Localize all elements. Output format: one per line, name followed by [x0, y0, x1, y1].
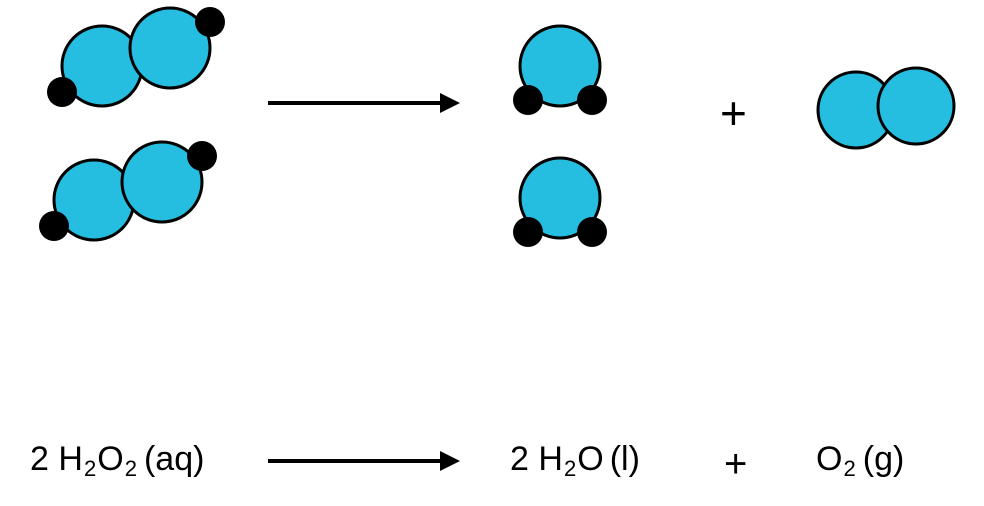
equation-lhs: 2 H 2 O 2 (aq)	[30, 440, 204, 479]
atom-H	[513, 217, 543, 247]
equation-rhs-1: 2 H 2 O (l)	[510, 440, 640, 479]
element-O: O	[577, 440, 603, 479]
reaction-arrow-top	[268, 93, 460, 113]
subscript: 2	[84, 456, 96, 482]
coef: 2	[30, 440, 49, 479]
atom-H	[513, 85, 543, 115]
subscript: 2	[843, 456, 855, 482]
plus-symbol-bottom: +	[724, 442, 747, 487]
reaction-arrow-bottom	[268, 451, 460, 471]
subscript: 2	[125, 456, 137, 482]
atom-O	[878, 68, 954, 144]
plus-symbol-top: +	[720, 86, 747, 140]
element-H: H	[58, 440, 83, 479]
equation-rhs-2: O 2 (g)	[816, 440, 904, 479]
element-O: O	[97, 440, 123, 479]
atom-H	[47, 77, 77, 107]
state-label: (l)	[610, 440, 640, 479]
coef: 2	[510, 440, 529, 479]
state-label: (aq)	[144, 440, 204, 479]
subscript: 2	[564, 456, 576, 482]
molecule-o2	[818, 68, 954, 148]
molecule-h2o2-a	[47, 7, 225, 107]
element-O: O	[816, 440, 842, 479]
molecule-h2o2-b	[39, 141, 217, 241]
atom-H	[577, 217, 607, 247]
element-H: H	[538, 440, 563, 479]
state-label: (g)	[863, 440, 905, 479]
atom-H	[187, 141, 217, 171]
atom-H	[195, 7, 225, 37]
atom-H	[39, 211, 69, 241]
molecule-h2o-b	[513, 158, 607, 247]
atom-H	[577, 85, 607, 115]
molecule-h2o-a	[513, 26, 607, 115]
reaction-diagram	[0, 0, 984, 506]
